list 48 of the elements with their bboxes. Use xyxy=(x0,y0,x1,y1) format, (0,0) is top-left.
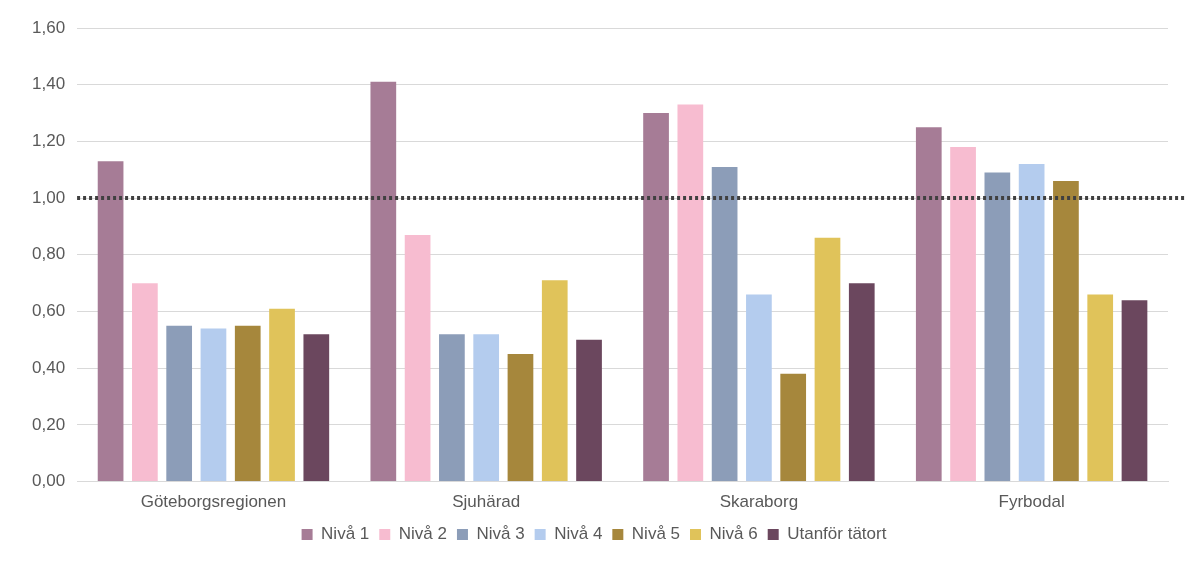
bar xyxy=(269,308,295,482)
bar xyxy=(439,334,465,482)
bar xyxy=(370,81,397,482)
bar xyxy=(711,166,738,482)
bar xyxy=(404,234,431,482)
x-tick-label: Fyrbodal xyxy=(998,492,1065,512)
bar xyxy=(473,334,500,482)
y-tick-label: 1,40 xyxy=(31,74,66,94)
bar xyxy=(848,283,875,482)
bar xyxy=(166,325,193,482)
x-tick-label: Sjuhärad xyxy=(452,492,521,512)
legend-label: Utanför tätort xyxy=(787,524,887,544)
bar xyxy=(507,354,534,482)
bar xyxy=(303,334,330,482)
legend-label: Nivå 3 xyxy=(476,524,525,544)
bar xyxy=(814,237,841,482)
x-tick-label: Göteborgsregionen xyxy=(140,492,287,512)
bar xyxy=(97,161,124,482)
y-tick-label: 0,80 xyxy=(31,244,66,264)
bar xyxy=(677,104,704,482)
y-tick-label: 0,40 xyxy=(31,357,66,377)
legend-label: Nivå 2 xyxy=(398,524,447,544)
bar xyxy=(780,373,807,482)
y-tick-label: 0,20 xyxy=(31,414,66,434)
bar xyxy=(541,280,568,482)
y-tick-label: 0,60 xyxy=(31,301,66,321)
bar xyxy=(915,127,942,482)
bar xyxy=(643,113,669,482)
bar xyxy=(234,325,261,482)
bar xyxy=(1087,294,1114,482)
y-tick-label: 1,00 xyxy=(31,187,66,207)
y-tick-label: 1,20 xyxy=(31,131,66,151)
bar xyxy=(200,328,227,482)
x-tick-label: Skaraborg xyxy=(719,492,799,512)
bar xyxy=(746,294,772,482)
y-tick-label: 0,00 xyxy=(31,471,66,491)
bar xyxy=(950,147,976,482)
bar xyxy=(1121,300,1148,482)
bar xyxy=(576,339,602,482)
legend-label: Nivå 5 xyxy=(631,524,681,544)
bar xyxy=(1053,181,1079,482)
y-tick-label: 1,60 xyxy=(31,17,66,37)
bar xyxy=(984,172,1011,482)
bar xyxy=(132,283,158,482)
bar xyxy=(1018,164,1045,482)
legend-label: Nivå 4 xyxy=(554,524,603,544)
legend-label: Nivå 6 xyxy=(709,524,758,544)
legend-label: Nivå 1 xyxy=(321,524,370,544)
